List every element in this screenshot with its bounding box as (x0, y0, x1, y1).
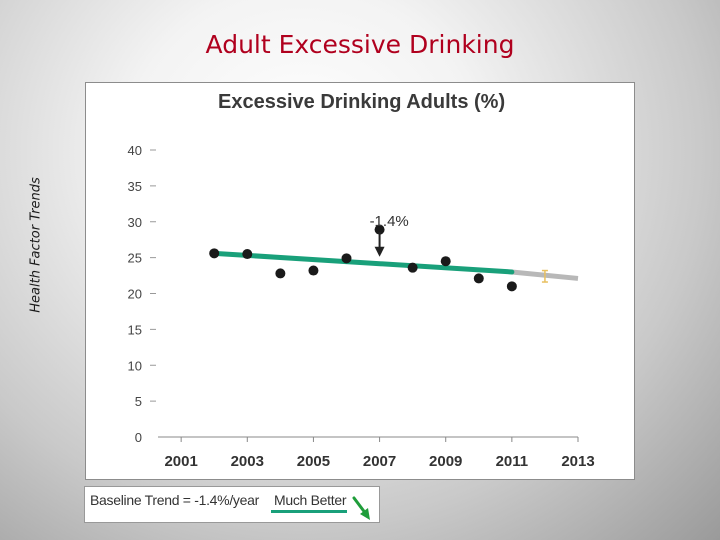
down-right-arrow-icon (352, 496, 370, 520)
x-tick-label: 2007 (363, 453, 396, 470)
x-tick-label: 2001 (164, 453, 197, 470)
data-point (308, 265, 319, 276)
data-point (440, 256, 451, 267)
slide-title: Adult Excessive Drinking (205, 30, 515, 59)
y-tick-label: 20 (128, 287, 142, 302)
y-tick-label: 35 (128, 179, 142, 194)
y-tick-label: 40 (128, 143, 142, 158)
x-tick-label: 2003 (231, 453, 264, 470)
data-point (341, 253, 352, 264)
data-point (209, 248, 220, 259)
trend-line (211, 250, 515, 275)
line-layer (211, 250, 579, 283)
y-tick-label: 5 (135, 394, 142, 409)
legend-box: Baseline Trend = -1.4%/year Much Better (84, 486, 380, 523)
side-label: Health Factor Trends (28, 177, 44, 313)
annotation-label: -1.4% (370, 213, 409, 230)
y-tick-label: 10 (128, 358, 142, 373)
annotation-arrow-head (374, 246, 385, 257)
y-tick-label: 30 (128, 215, 142, 230)
chart-title: Excessive Drinking Adults (%) (218, 91, 505, 113)
chart-panel: Excessive Drinking Adults (%) 0 5 10 15 20 25… (85, 82, 635, 480)
axis-layer: 0 5 10 15 20 25 30 35 40 2001 2003 2005 2007 2009 2011… (128, 143, 595, 470)
data-point (407, 262, 418, 273)
annotation-layer: -1.4% (370, 213, 409, 257)
data-point (275, 268, 286, 279)
chart-svg: Excessive Drinking Adults (%) 0 5 10 15 20 25… (128, 91, 595, 470)
legend-trend-line (271, 510, 347, 513)
y-tick-label: 25 (128, 251, 142, 266)
direction-text: Much Better (274, 492, 347, 508)
x-tick-label: 2009 (429, 453, 462, 470)
data-point (506, 281, 517, 292)
data-point (374, 224, 385, 235)
data-point (242, 249, 253, 260)
x-tick-label: 2005 (297, 453, 330, 470)
x-tick-label: 2013 (561, 453, 594, 470)
y-tick-label: 0 (135, 430, 142, 445)
y-tick-label: 15 (128, 322, 142, 337)
baseline-trend-text: Baseline Trend = -1.4%/year (90, 492, 259, 508)
data-point (473, 273, 484, 284)
point-layer (209, 224, 517, 292)
x-tick-label: 2011 (496, 453, 529, 470)
